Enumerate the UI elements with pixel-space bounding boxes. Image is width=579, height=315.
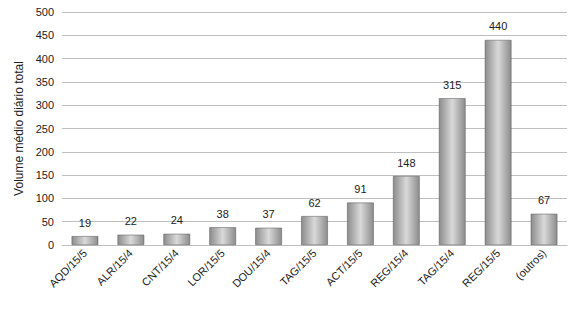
svg-text:TAG/15/5: TAG/15/5 (278, 247, 319, 288)
svg-text:22: 22 (125, 215, 137, 227)
svg-text:24: 24 (171, 214, 183, 226)
svg-text:450: 450 (36, 29, 54, 41)
svg-text:REG/15/4: REG/15/4 (368, 247, 411, 290)
svg-text:250: 250 (36, 123, 54, 135)
svg-text:67: 67 (538, 194, 550, 206)
svg-text:CNT/15/4: CNT/15/4 (139, 247, 181, 289)
svg-text:350: 350 (36, 76, 54, 88)
svg-text:DOU/15/4: DOU/15/4 (230, 247, 273, 290)
svg-text:91: 91 (354, 183, 366, 195)
svg-text:62: 62 (308, 197, 320, 209)
svg-text:150: 150 (36, 169, 54, 181)
svg-text:LOR/15/5: LOR/15/5 (185, 247, 227, 289)
svg-text:148: 148 (397, 157, 415, 169)
svg-text:50: 50 (42, 216, 54, 228)
svg-text:315: 315 (443, 79, 461, 91)
svg-text:300: 300 (36, 99, 54, 111)
svg-text:AQD/15/5: AQD/15/5 (47, 247, 90, 290)
svg-text:400: 400 (36, 53, 54, 65)
svg-text:37: 37 (262, 208, 274, 220)
svg-text:ACT/15/5: ACT/15/5 (323, 247, 364, 288)
svg-text:19: 19 (79, 217, 91, 229)
svg-text:38: 38 (217, 208, 229, 220)
svg-text:440: 440 (489, 20, 507, 32)
svg-text:Volume médio diário total: Volume médio diário total (12, 61, 26, 196)
svg-text:500: 500 (36, 6, 54, 18)
svg-text:0: 0 (48, 239, 54, 251)
svg-text:TAG/15/4: TAG/15/4 (415, 247, 456, 288)
svg-text:200: 200 (36, 146, 54, 158)
svg-text:REG/15/5: REG/15/5 (460, 247, 503, 290)
svg-text:(outros): (outros) (513, 247, 548, 282)
svg-text:100: 100 (36, 192, 54, 204)
svg-text:ALR/15/4: ALR/15/4 (94, 247, 135, 288)
